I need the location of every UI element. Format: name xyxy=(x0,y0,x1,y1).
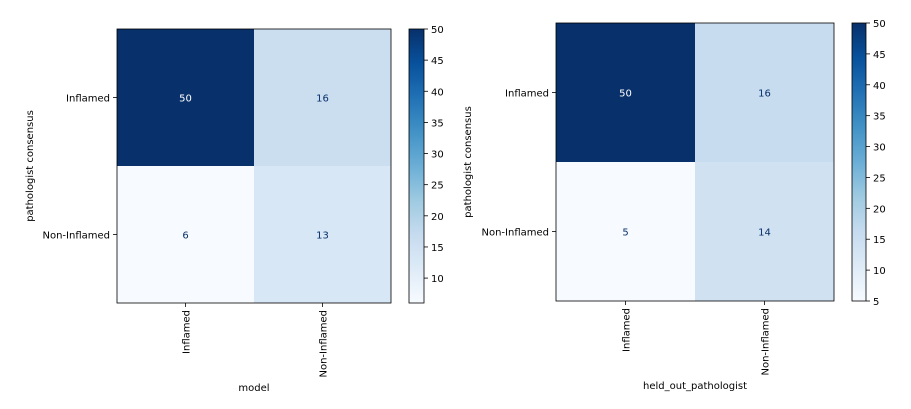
plot-frame xyxy=(555,22,835,302)
cell-value-label: 50 xyxy=(179,94,192,105)
y-axis-label: pathologist consensus xyxy=(463,106,474,218)
y-tick-label: Inflamed xyxy=(505,89,549,100)
colorbar-tick-label: 10 xyxy=(873,266,886,277)
colorbar-tick-label: 30 xyxy=(873,143,886,154)
heatmap-cell xyxy=(695,162,834,301)
colorbar-tick-label: 40 xyxy=(431,87,444,98)
x-tick-label: Non-Inflamed xyxy=(319,310,330,378)
x-tick-label: Inflamed xyxy=(622,308,633,352)
colorbar-tick-label: 25 xyxy=(873,173,886,184)
colorbar-tick-label: 5 xyxy=(873,297,879,308)
colorbar-tick-label: 15 xyxy=(873,235,886,246)
colorbar-tick-label: 25 xyxy=(431,181,444,192)
colorbar-tick-label: 10 xyxy=(431,274,444,285)
colorbar-gradient xyxy=(851,22,867,302)
cell-value-label: 14 xyxy=(758,228,771,239)
colorbar-tick-label: 20 xyxy=(873,204,886,215)
y-tick-label: Inflamed xyxy=(66,94,110,105)
heatmap-cell xyxy=(117,29,254,166)
heatmap-cell xyxy=(117,166,254,303)
y-tick-label: Non-Inflamed xyxy=(482,228,550,239)
x-tick-label: Inflamed xyxy=(182,310,193,354)
cell-value-label: 50 xyxy=(619,89,632,100)
x-axis-label: model xyxy=(238,383,269,394)
cell-value-label: 5 xyxy=(622,228,628,239)
x-tick-label: Non-Inflamed xyxy=(761,308,772,376)
y-tick-label: Non-Inflamed xyxy=(43,231,111,242)
heatmap-cell xyxy=(254,166,391,303)
colorbar-tick-label: 45 xyxy=(873,50,886,61)
colorbar-tick-label: 50 xyxy=(431,25,444,36)
cell-value-label: 13 xyxy=(316,231,329,242)
colorbar: 10 15 20 25 30 35 40 45 50 xyxy=(408,25,444,304)
colorbar-tick-label: 35 xyxy=(431,118,444,129)
colorbar-tick-label: 15 xyxy=(431,243,444,254)
colorbar-tick-label: 20 xyxy=(431,212,444,223)
confusion-matrix-panel-1: 50 16 6 13 Inflamed Non-Inflamed Inflamed Non-I… xyxy=(25,25,444,394)
x-axis-label: held_out_pathologist xyxy=(643,381,747,392)
colorbar: 5 10 15 20 25 30 35 40 45 50 xyxy=(851,19,886,308)
cell-value-label: 16 xyxy=(316,94,329,105)
colorbar-tick-label: 40 xyxy=(873,81,886,92)
confusion-matrix-panel-2: 50 16 5 14 Inflamed Non-Inflamed Inflamed Non-I… xyxy=(463,19,886,392)
y-axis-label: pathologist consensus xyxy=(25,110,36,222)
heatmap-cell xyxy=(695,23,834,162)
heatmap-cell xyxy=(556,23,695,162)
colorbar-tick-label: 35 xyxy=(873,112,886,123)
colorbar-tick-label: 45 xyxy=(431,56,444,67)
heatmap-cell xyxy=(556,162,695,301)
colorbar-gradient xyxy=(408,28,425,304)
cell-value-label: 6 xyxy=(182,231,188,242)
colorbar-tick-label: 50 xyxy=(873,19,886,30)
cell-value-label: 16 xyxy=(758,89,771,100)
colorbar-tick-label: 30 xyxy=(431,150,444,161)
heatmap-cell xyxy=(254,29,391,166)
plot-frame xyxy=(116,28,392,304)
